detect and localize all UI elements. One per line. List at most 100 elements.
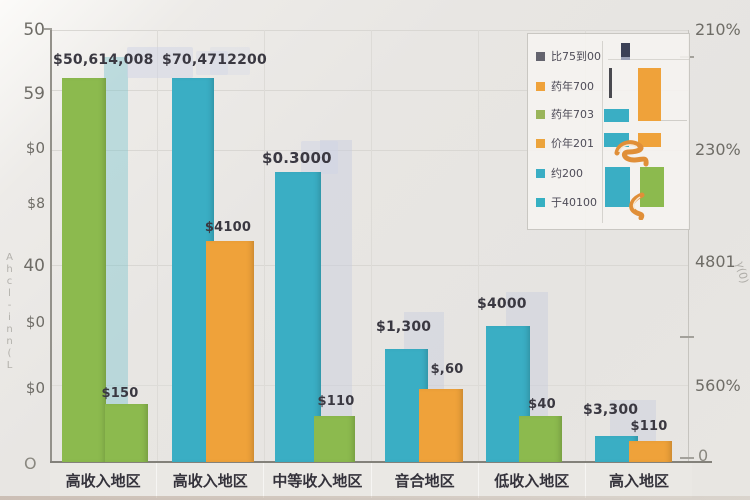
x-axis-spine	[50, 461, 712, 463]
mini-chart-bar	[638, 133, 661, 147]
gridline	[585, 30, 586, 462]
tick-mark	[680, 457, 694, 459]
gridline	[264, 30, 265, 462]
mini-chart-line	[609, 68, 612, 98]
value-label: $4100	[204, 220, 252, 235]
mini-chart-gridline	[608, 59, 689, 60]
legend-swatch-icon	[536, 138, 545, 148]
tooltip-box	[301, 141, 338, 174]
bar-g6-secondary	[629, 441, 672, 462]
legend-item-label: 于40100	[551, 196, 597, 209]
gridline	[478, 30, 479, 462]
legend-divider	[602, 41, 603, 223]
ribbon-decoration-icon	[629, 192, 645, 220]
y-tick-label: $0	[25, 379, 45, 397]
gridline	[50, 30, 688, 31]
y-tick-label: 59	[23, 84, 45, 104]
value-label: $40	[528, 397, 556, 412]
x-category-label: 低收入地区	[494, 472, 570, 490]
tooltip-box	[196, 51, 228, 75]
tick-mark	[680, 336, 694, 338]
x-category-cell: 中等收入地区	[264, 463, 372, 498]
legend-item: 比75到00	[536, 50, 601, 63]
legend-item-label: 约200	[551, 167, 583, 180]
y-tick-label: 40	[23, 256, 45, 276]
y-tick-label-right: 560%	[695, 376, 741, 395]
value-label: $50,614,008	[53, 52, 154, 68]
value-label: $70,4712200	[162, 52, 267, 68]
y-tick-label-right: 210%	[695, 20, 741, 39]
legend-item: 药年700	[536, 80, 594, 93]
bar-g2-secondary	[206, 241, 254, 462]
legend-item-label: 价年201	[551, 137, 594, 150]
y-tick-label: $0	[25, 313, 45, 331]
value-label: $1,300	[376, 319, 432, 335]
y-tick-label-right: 4801	[695, 252, 736, 271]
y-axis-right-spine	[688, 30, 689, 462]
gridline	[50, 265, 688, 266]
bar-g3-primary	[275, 172, 321, 462]
mini-chart-bar	[605, 167, 630, 207]
bar-g3-secondary	[314, 416, 355, 462]
x-category-label: 音合地区	[394, 472, 455, 490]
value-label: $4000	[477, 296, 527, 312]
bar-g1-primary	[62, 78, 106, 462]
x-category-label: 中等收入地区	[272, 472, 363, 490]
origin-label-left: O	[24, 454, 37, 473]
y-tick-label: $0	[25, 139, 45, 157]
bar-g5-secondary	[519, 416, 562, 462]
y-axis-left-spine	[50, 28, 52, 462]
ghost-bar	[104, 57, 128, 404]
y-axis-title-right: γ(0)	[733, 260, 750, 285]
x-category-label: 高入地区	[608, 472, 669, 490]
mini-chart-bar	[604, 109, 629, 122]
mini-chart-gridline	[661, 120, 687, 121]
x-category-cell: 音合地区	[372, 463, 479, 498]
legend-item-label: 比75到00	[551, 50, 601, 63]
legend-swatch-icon	[536, 197, 545, 207]
gridline	[50, 150, 688, 151]
x-category-cell: 低收入地区	[479, 463, 586, 498]
value-label: $3,300	[583, 402, 639, 418]
y-tick-label: 50	[23, 20, 45, 40]
legend-box: 比75到00 药年700 药年703 价年201 约200 于40100	[527, 33, 690, 230]
gridline	[50, 385, 688, 386]
value-label: $150	[101, 386, 139, 401]
x-category-label: 高收入地区	[172, 472, 248, 490]
tooltip-box	[210, 47, 250, 75]
x-category-cell: 高入地区	[586, 463, 692, 498]
origin-label-right: 0	[698, 446, 709, 465]
legend-swatch-icon	[536, 81, 545, 91]
gridline	[157, 30, 158, 462]
value-label: $110	[630, 419, 668, 434]
y-tick-label: $8	[27, 196, 45, 212]
bar-g4-secondary	[419, 389, 463, 462]
tooltip-box	[127, 47, 193, 78]
ribbon-decoration-icon	[614, 140, 649, 167]
legend-item-label: 药年703	[551, 108, 594, 121]
x-category-label: 高收入地区	[65, 472, 141, 490]
legend-swatch-icon	[536, 168, 545, 178]
ghost-bar	[320, 140, 352, 462]
gridline	[371, 30, 372, 462]
tick-mark	[44, 28, 52, 30]
legend-item: 约200	[536, 167, 583, 180]
legend-swatch-icon	[536, 109, 545, 119]
y-tick-label-right: 230%	[695, 140, 741, 159]
x-category-cell: 高收入地区	[50, 463, 158, 498]
value-label: $0.3000	[262, 149, 332, 167]
x-category-cell: 高收入地区	[157, 463, 265, 498]
bar-g1-secondary	[105, 404, 148, 462]
legend-item-label: 药年700	[551, 80, 594, 93]
legend-item: 价年201	[536, 137, 594, 150]
mini-chart-bar	[638, 68, 661, 121]
y-axis-title-left: Ahcl-inn(L	[4, 252, 15, 372]
legend-item: 药年703	[536, 108, 594, 121]
legend-swatch-icon	[536, 51, 545, 61]
mini-chart-marker-icon	[621, 43, 630, 60]
bottom-edge-strip	[0, 496, 750, 500]
value-label: $110	[317, 394, 355, 409]
legend-item: 于40100	[536, 196, 597, 209]
mini-chart-bar	[640, 167, 664, 207]
